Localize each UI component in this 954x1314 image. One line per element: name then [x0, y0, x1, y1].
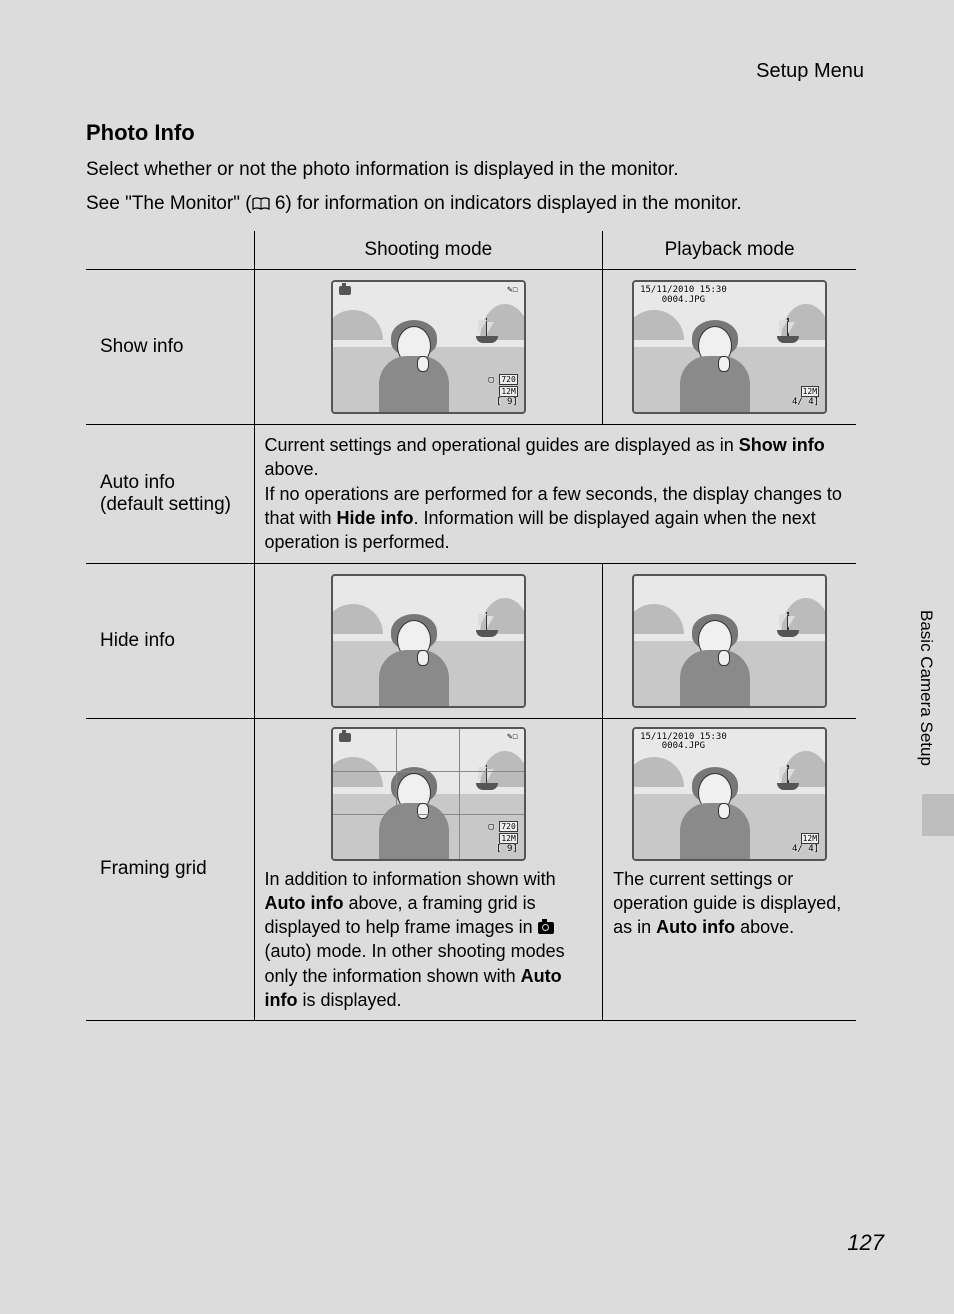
fg-shoot-b1: Auto info: [265, 893, 344, 913]
manual-page: Setup Menu Photo Info Select whether or …: [0, 0, 954, 1314]
auto-desc-post1: above.: [265, 459, 319, 479]
intro-pre: See "The Monitor" (: [86, 193, 252, 214]
show-info-shooting-cell: ✎☐ ▢ 720 12M [ 9]: [254, 270, 603, 425]
camera-auto-icon: [538, 922, 554, 934]
col-shooting: Shooting mode: [254, 231, 603, 270]
intro-line-2: See "The Monitor" ( 6) for information o…: [86, 190, 856, 218]
hide-info-playback-cell: [603, 563, 856, 718]
header-breadcrumb: Setup Menu: [756, 60, 864, 83]
auto-desc-pre: Current settings and operational guides …: [265, 435, 739, 455]
screen-hide-shooting: [331, 574, 526, 708]
osd-grid-play-tl: 15/11/2010 15:30 0004.JPG: [640, 733, 727, 753]
row-auto-info-label: Auto info (default setting): [86, 425, 254, 563]
camera-mode-icon: [339, 286, 351, 299]
fg-shoot-pre: In addition to information shown with: [265, 869, 556, 889]
section-title: Photo Info: [86, 120, 856, 146]
camera-mode-icon: [339, 733, 351, 746]
book-icon: [252, 192, 270, 206]
auto-info-desc: Current settings and operational guides …: [254, 425, 856, 563]
osd-tr-icon: ✎☐: [507, 286, 518, 296]
framing-grid-shooting-cell: ✎☐ ▢ 720 12M [ 9] In addition to informa…: [254, 718, 603, 1021]
corner-cell: [86, 231, 254, 270]
fg-shoot-post: is displayed.: [298, 990, 402, 1010]
fg-play-b: Auto info: [656, 917, 735, 937]
framing-grid-playback-cell: 15/11/2010 15:30 0004.JPG 12M 4/ 4] The …: [603, 718, 856, 1021]
col-playback: Playback mode: [603, 231, 856, 270]
screen-show-shooting: ✎☐ ▢ 720 12M [ 9]: [331, 280, 526, 414]
screen-hide-playback: [632, 574, 827, 708]
photo-info-table: Shooting mode Playback mode Show info ✎☐…: [86, 231, 856, 1021]
side-tab-bg: [922, 794, 954, 836]
osd-playback-tl: 15/11/2010 15:30 0004.JPG: [640, 286, 727, 306]
osd-grid-play-br: 12M 4/ 4]: [792, 833, 819, 855]
osd-grid-br: ▢ 720 12M [ 9]: [489, 821, 518, 855]
auto-info-l2: (default setting): [100, 494, 231, 515]
content-area: Photo Info Select whether or not the pho…: [86, 120, 856, 1021]
intro-line-1: Select whether or not the photo informat…: [86, 156, 856, 184]
hide-info-shooting-cell: [254, 563, 603, 718]
osd-playback-br: 12M 4/ 4]: [792, 386, 819, 408]
row-hide-info-label: Hide info: [86, 563, 254, 718]
page-number: 127: [847, 1230, 884, 1256]
screen-grid-playback: 15/11/2010 15:30 0004.JPG 12M 4/ 4]: [632, 727, 827, 861]
show-info-playback-cell: 15/11/2010 15:30 0004.JPG 12M 4/ 4]: [603, 270, 856, 425]
auto-desc-b1: Show info: [739, 435, 825, 455]
row-framing-grid-label: Framing grid: [86, 718, 254, 1021]
side-tab-label: Basic Camera Setup: [916, 610, 936, 766]
row-show-info-label: Show info: [86, 270, 254, 425]
auto-info-l1: Auto info: [100, 472, 175, 493]
osd-shooting-br: ▢ 720 12M [ 9]: [489, 374, 518, 408]
auto-desc-b2: Hide info: [337, 508, 414, 528]
osd-tr-icon: ✎☐: [507, 733, 518, 743]
screen-show-playback: 15/11/2010 15:30 0004.JPG 12M 4/ 4]: [632, 280, 827, 414]
screen-grid-shooting: ✎☐ ▢ 720 12M [ 9]: [331, 727, 526, 861]
fg-play-post: above.: [735, 917, 794, 937]
intro-ref: 6) for information on indicators display…: [270, 193, 742, 214]
